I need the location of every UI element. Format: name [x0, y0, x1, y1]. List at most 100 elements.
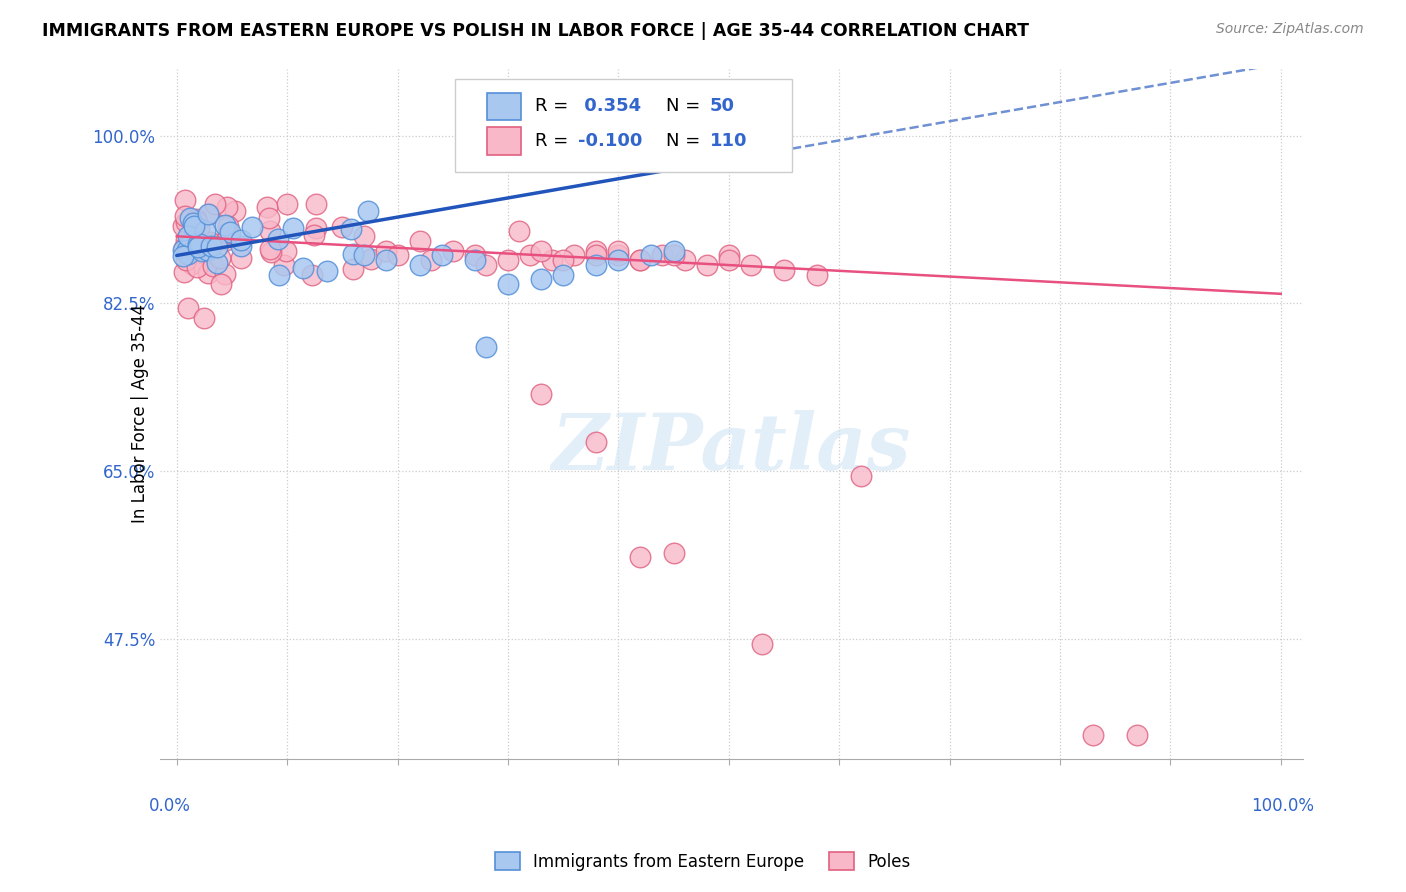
Point — [214, 233, 236, 247]
Point — [353, 248, 375, 262]
Point — [260, 245, 283, 260]
Point — [193, 310, 215, 325]
Point — [301, 268, 323, 282]
Point — [342, 247, 364, 261]
Point — [304, 228, 326, 243]
Point — [174, 193, 197, 207]
Point — [266, 232, 288, 246]
Point — [1126, 728, 1149, 742]
Point — [195, 243, 218, 257]
Point — [176, 243, 198, 257]
Point — [419, 253, 441, 268]
Text: R =: R = — [534, 132, 574, 150]
Point — [475, 258, 498, 272]
Point — [585, 435, 607, 450]
Point — [215, 200, 238, 214]
Point — [662, 244, 685, 258]
FancyBboxPatch shape — [486, 128, 522, 155]
Text: 0.354: 0.354 — [578, 97, 641, 115]
Point — [851, 469, 873, 483]
Point — [408, 234, 430, 248]
Point — [562, 248, 585, 262]
Point — [183, 219, 205, 234]
Point — [305, 197, 328, 211]
Text: Source: ZipAtlas.com: Source: ZipAtlas.com — [1216, 22, 1364, 37]
Point — [441, 244, 464, 258]
Point — [217, 226, 239, 240]
Point — [208, 251, 231, 265]
Point — [530, 387, 553, 401]
Point — [231, 233, 253, 247]
Point — [180, 257, 202, 271]
Point — [186, 260, 208, 274]
Text: N =: N = — [666, 97, 706, 115]
Point — [662, 546, 685, 560]
Point — [375, 244, 398, 258]
Point — [172, 243, 194, 257]
Point — [174, 209, 197, 223]
Point — [585, 244, 607, 258]
Point — [194, 247, 217, 261]
Point — [172, 219, 194, 233]
Point — [281, 221, 304, 235]
Point — [202, 260, 225, 274]
Point — [240, 220, 263, 235]
Point — [224, 204, 246, 219]
Point — [204, 197, 226, 211]
Text: R =: R = — [534, 97, 574, 115]
Point — [1081, 728, 1104, 742]
Point — [640, 248, 662, 262]
Point — [188, 221, 211, 235]
Point — [177, 229, 200, 244]
Point — [173, 241, 195, 255]
Point — [231, 251, 253, 265]
Point — [197, 207, 219, 221]
Point — [197, 266, 219, 280]
Point — [360, 252, 382, 267]
Point — [316, 264, 339, 278]
Point — [508, 225, 530, 239]
Text: 100.0%: 100.0% — [1251, 797, 1315, 814]
Point — [773, 263, 796, 277]
Point — [375, 253, 398, 268]
Point — [200, 239, 222, 253]
Point — [530, 244, 553, 258]
Point — [357, 203, 380, 218]
Point — [207, 240, 229, 254]
Text: -0.100: -0.100 — [578, 132, 643, 150]
Point — [276, 197, 298, 211]
Point — [174, 252, 197, 267]
Point — [464, 253, 486, 268]
Point — [475, 340, 498, 354]
Point — [181, 216, 204, 230]
Point — [195, 239, 218, 253]
Point — [662, 248, 685, 262]
Point — [209, 277, 232, 292]
Point — [464, 248, 486, 262]
Point — [183, 232, 205, 246]
Point — [177, 246, 200, 260]
Point — [259, 224, 281, 238]
Point — [257, 211, 280, 225]
Point — [174, 234, 197, 248]
Point — [740, 258, 762, 272]
Point — [496, 253, 519, 268]
Text: 110: 110 — [710, 132, 747, 150]
Point — [197, 207, 219, 221]
Point — [496, 277, 519, 292]
Point — [198, 235, 221, 249]
Text: 50: 50 — [710, 97, 735, 115]
Point — [585, 248, 607, 262]
Point — [408, 258, 430, 272]
Point — [193, 223, 215, 237]
Point — [187, 240, 209, 254]
Point — [339, 222, 361, 236]
Point — [430, 248, 453, 262]
Point — [259, 243, 281, 257]
Point — [806, 268, 828, 282]
Point — [292, 261, 315, 276]
Point — [305, 221, 328, 235]
Point — [651, 248, 673, 262]
Legend: , : , — [467, 85, 537, 169]
Point — [628, 253, 651, 268]
